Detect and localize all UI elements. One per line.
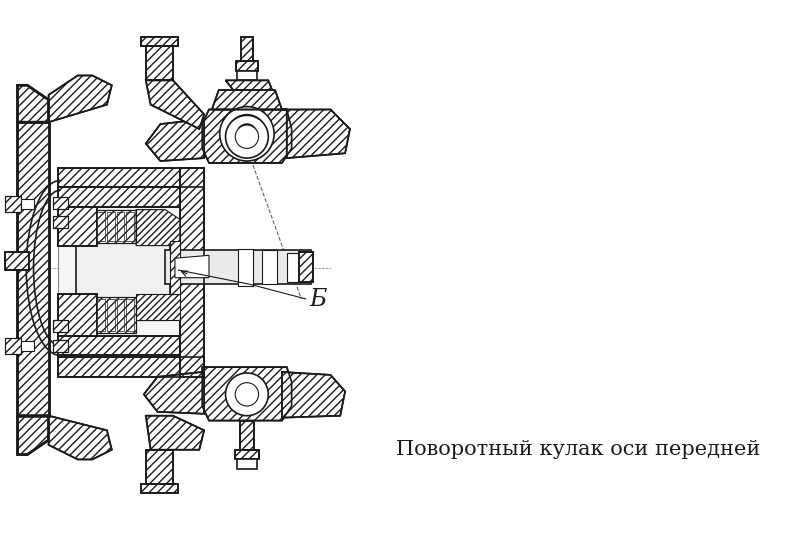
Circle shape — [235, 125, 258, 148]
Polygon shape — [141, 37, 178, 46]
Polygon shape — [282, 372, 345, 418]
Polygon shape — [22, 341, 34, 351]
Polygon shape — [238, 248, 253, 286]
Polygon shape — [235, 450, 258, 459]
Circle shape — [235, 383, 258, 406]
Polygon shape — [299, 253, 313, 281]
Polygon shape — [107, 299, 114, 331]
Polygon shape — [126, 299, 134, 331]
Polygon shape — [126, 212, 134, 241]
Circle shape — [237, 124, 257, 143]
Polygon shape — [18, 416, 49, 455]
Polygon shape — [146, 450, 173, 484]
Polygon shape — [212, 90, 282, 109]
Polygon shape — [286, 253, 299, 281]
Polygon shape — [144, 372, 204, 414]
Text: Б: Б — [309, 288, 326, 311]
Polygon shape — [58, 168, 204, 187]
Polygon shape — [226, 80, 272, 90]
Polygon shape — [202, 367, 292, 421]
Polygon shape — [146, 80, 204, 129]
Polygon shape — [54, 216, 68, 228]
Polygon shape — [175, 255, 209, 278]
Polygon shape — [180, 168, 204, 377]
Polygon shape — [236, 61, 258, 71]
Polygon shape — [146, 416, 204, 450]
Polygon shape — [98, 212, 105, 241]
Polygon shape — [237, 459, 257, 469]
Text: Поворотный кулак оси передней: Поворотный кулак оси передней — [396, 440, 761, 459]
Circle shape — [226, 115, 268, 158]
Circle shape — [220, 107, 274, 161]
Polygon shape — [141, 484, 178, 494]
Polygon shape — [18, 122, 49, 416]
Polygon shape — [170, 241, 180, 294]
Polygon shape — [58, 294, 98, 336]
Circle shape — [226, 373, 268, 416]
Polygon shape — [146, 46, 173, 80]
Polygon shape — [136, 294, 180, 320]
Polygon shape — [107, 212, 114, 241]
Polygon shape — [5, 196, 22, 212]
Polygon shape — [5, 338, 22, 353]
Polygon shape — [54, 320, 68, 332]
Polygon shape — [54, 340, 68, 352]
Polygon shape — [58, 207, 180, 336]
Polygon shape — [146, 119, 204, 161]
Polygon shape — [240, 421, 254, 450]
Polygon shape — [202, 109, 292, 163]
Polygon shape — [262, 251, 277, 285]
Polygon shape — [117, 299, 125, 331]
Polygon shape — [98, 209, 136, 243]
Polygon shape — [58, 207, 98, 246]
Polygon shape — [54, 197, 68, 208]
Polygon shape — [58, 187, 180, 207]
Polygon shape — [282, 109, 350, 158]
Polygon shape — [166, 251, 311, 284]
Polygon shape — [237, 71, 257, 80]
Polygon shape — [76, 220, 170, 246]
Polygon shape — [22, 199, 34, 208]
Polygon shape — [136, 209, 180, 246]
Polygon shape — [5, 253, 29, 270]
Polygon shape — [241, 37, 253, 61]
Polygon shape — [98, 299, 105, 331]
Polygon shape — [18, 85, 49, 122]
Polygon shape — [76, 294, 170, 320]
Polygon shape — [58, 358, 204, 377]
Polygon shape — [98, 297, 136, 333]
Polygon shape — [58, 336, 180, 356]
Circle shape — [227, 115, 266, 154]
Polygon shape — [76, 220, 170, 320]
Polygon shape — [49, 76, 112, 122]
Polygon shape — [117, 212, 125, 241]
Polygon shape — [49, 416, 112, 459]
